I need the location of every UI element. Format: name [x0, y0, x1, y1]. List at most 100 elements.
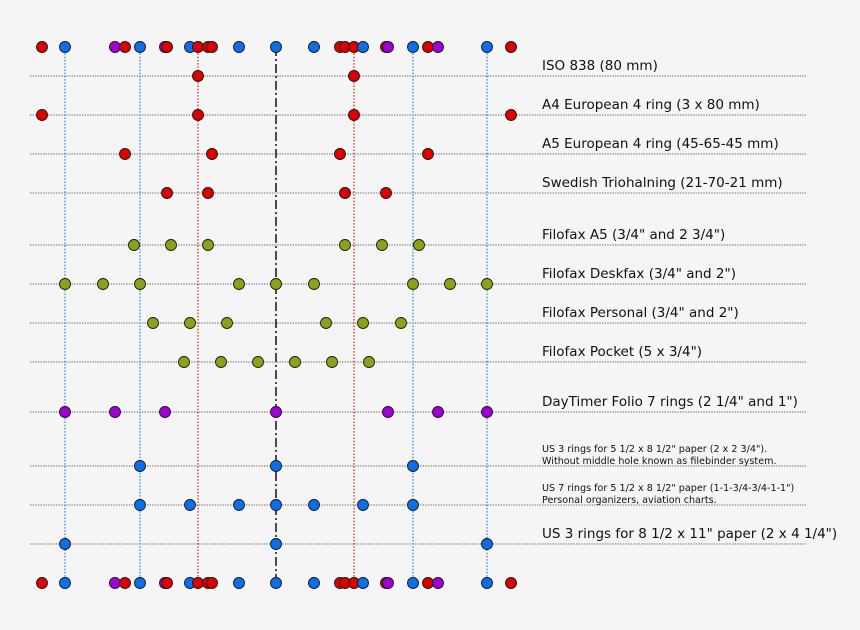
row-label-line: Personal organizers, aviation charts.	[542, 495, 717, 506]
hole-us-7-rings-5x8-2	[233, 499, 245, 511]
bottom-summary-hole-3	[119, 577, 131, 589]
hole-us-7-rings-5x8-5	[357, 499, 369, 511]
hole-filofax-pocket-2	[252, 356, 264, 368]
row-label-filofax-personal: Filofax Personal (3/4" and 2")	[542, 305, 739, 321]
top-summary-hole-17	[357, 41, 369, 53]
row-label-line: Swedish Triohalning (21-70-21 mm)	[542, 175, 783, 191]
hole-swedish-triohalning-2	[339, 187, 351, 199]
row-label-daytimer-folio: DayTimer Folio 7 rings (2 1/4" and 1")	[542, 394, 798, 410]
top-summary-hole-12	[270, 41, 282, 53]
hole-filofax-personal-5	[395, 317, 407, 329]
hole-a5-european-4-ring-2	[334, 148, 346, 160]
hole-a4-european-4-ring-3	[505, 109, 517, 121]
hole-filofax-a5-0	[128, 239, 140, 251]
hole-daytimer-folio-0	[59, 406, 71, 418]
hole-filofax-a5-2	[202, 239, 214, 251]
top-summary-hole-3	[119, 41, 131, 53]
bottom-summary-hole-4	[134, 577, 146, 589]
hole-us-7-rings-5x8-4	[308, 499, 320, 511]
hole-filofax-deskfax-8	[481, 278, 493, 290]
row-label-line: Filofax Personal (3/4" and 2")	[542, 305, 739, 321]
bottom-summary-hole-0	[36, 577, 48, 589]
top-summary-hole-10	[206, 41, 218, 53]
bottom-summary-hole-19	[382, 577, 394, 589]
hole-daytimer-folio-2	[159, 406, 171, 418]
hole-a4-european-4-ring-0	[36, 109, 48, 121]
row-label-line: A5 European 4 ring (45-65-45 mm)	[542, 136, 779, 152]
bottom-summary-hole-12	[270, 577, 282, 589]
top-summary-hole-0	[36, 41, 48, 53]
hole-filofax-personal-1	[184, 317, 196, 329]
row-label-us-7-rings-5x8: US 7 rings for 5 1/2 x 8 1/2" paper (1-1…	[542, 483, 794, 506]
top-summary-hole-6	[161, 41, 173, 53]
hole-swedish-triohalning-0	[161, 187, 173, 199]
bottom-summary-hole-23	[481, 577, 493, 589]
row-label-us-3-rings-5x8-filebinder: US 3 rings for 5 1/2 x 8 1/2" paper (2 x…	[542, 444, 777, 467]
holes	[36, 41, 517, 589]
hole-filofax-pocket-3	[289, 356, 301, 368]
row-label-line: US 3 rings for 5 1/2 x 8 1/2" paper (2 x…	[542, 444, 767, 455]
top-summary-hole-4	[134, 41, 146, 53]
hole-filofax-pocket-0	[178, 356, 190, 368]
row-label-line: Filofax Pocket (5 x 3/4")	[542, 344, 702, 360]
hole-filofax-pocket-4	[326, 356, 338, 368]
hole-us-3-rings-5x8-filebinder-1	[270, 460, 282, 472]
row-label-filofax-a5: Filofax A5 (3/4" and 2 3/4")	[542, 227, 725, 243]
top-summary-hole-24	[505, 41, 517, 53]
hole-filofax-deskfax-6	[407, 278, 419, 290]
hole-filofax-a5-3	[339, 239, 351, 251]
row-label-line: Without middle hole known as filebinder …	[542, 456, 777, 467]
hole-filofax-deskfax-1	[97, 278, 109, 290]
bottom-summary-hole-2	[109, 577, 121, 589]
top-summary-hole-1	[59, 41, 71, 53]
top-summary-hole-23	[481, 41, 493, 53]
hole-filofax-a5-5	[413, 239, 425, 251]
hole-filofax-deskfax-7	[444, 278, 456, 290]
bottom-summary-hole-10	[206, 577, 218, 589]
hole-filofax-personal-4	[357, 317, 369, 329]
row-label-line: DayTimer Folio 7 rings (2 1/4" and 1")	[542, 394, 798, 410]
hole-daytimer-folio-4	[382, 406, 394, 418]
hole-filofax-a5-4	[376, 239, 388, 251]
hole-filofax-personal-0	[147, 317, 159, 329]
row-label-filofax-pocket: Filofax Pocket (5 x 3/4")	[542, 344, 702, 360]
hole-filofax-deskfax-4	[270, 278, 282, 290]
hole-daytimer-folio-5	[432, 406, 444, 418]
hole-us-7-rings-5x8-0	[134, 499, 146, 511]
top-summary-hole-20	[407, 41, 419, 53]
hole-a5-european-4-ring-3	[422, 148, 434, 160]
hole-us-3-rings-letter-2	[481, 538, 493, 550]
top-summary-hole-13	[308, 41, 320, 53]
hole-iso-838-0	[192, 70, 204, 82]
hole-us-3-rings-5x8-filebinder-0	[134, 460, 146, 472]
top-summary-hole-11	[233, 41, 245, 53]
bottom-summary-hole-8	[192, 577, 204, 589]
hole-a4-european-4-ring-2	[348, 109, 360, 121]
bottom-summary-hole-21	[422, 577, 434, 589]
row-label-line: A4 European 4 ring (3 x 80 mm)	[542, 97, 760, 113]
hole-filofax-deskfax-3	[233, 278, 245, 290]
hole-filofax-deskfax-2	[134, 278, 146, 290]
row-label-a4-european-4-ring: A4 European 4 ring (3 x 80 mm)	[542, 97, 760, 113]
hole-swedish-triohalning-3	[380, 187, 392, 199]
hole-us-3-rings-5x8-filebinder-2	[407, 460, 419, 472]
hole-a5-european-4-ring-1	[206, 148, 218, 160]
bottom-summary-hole-24	[505, 577, 517, 589]
top-summary-hole-19	[382, 41, 394, 53]
bottom-summary-hole-11	[233, 577, 245, 589]
row-label-filofax-deskfax: Filofax Deskfax (3/4" and 2")	[542, 266, 736, 282]
hole-us-7-rings-5x8-3	[270, 499, 282, 511]
guide-lines	[64, 47, 488, 583]
hole-swedish-triohalning-1	[202, 187, 214, 199]
hole-us-7-rings-5x8-6	[407, 499, 419, 511]
hole-daytimer-folio-3	[270, 406, 282, 418]
row-label-a5-european-4-ring: A5 European 4 ring (45-65-45 mm)	[542, 136, 779, 152]
hole-a5-european-4-ring-0	[119, 148, 131, 160]
row-label-iso-838: ISO 838 (80 mm)	[542, 58, 658, 74]
hole-filofax-pocket-5	[363, 356, 375, 368]
bottom-summary-hole-20	[407, 577, 419, 589]
bottom-summary-hole-22	[432, 577, 444, 589]
top-summary-hole-2	[109, 41, 121, 53]
